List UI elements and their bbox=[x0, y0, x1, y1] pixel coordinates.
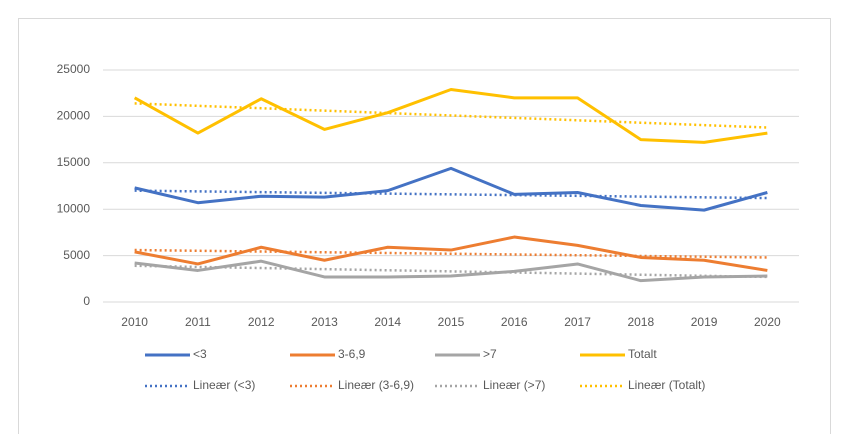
trend-line bbox=[134, 102, 768, 129]
chart-border bbox=[18, 18, 831, 439]
x-tick-label: 2011 bbox=[185, 315, 211, 329]
legend-label: 3-6,9 bbox=[338, 347, 366, 361]
x-tick-label: 2020 bbox=[754, 315, 781, 329]
series-line bbox=[133, 87, 768, 144]
series-line bbox=[134, 235, 768, 272]
x-tick-label: 2013 bbox=[311, 315, 338, 329]
legend-label: >7 bbox=[483, 347, 497, 361]
y-tick-label: 5000 bbox=[63, 248, 90, 262]
x-tick-label: 2017 bbox=[564, 315, 591, 329]
legend-label: Lineær (>7) bbox=[483, 378, 545, 392]
x-tick-label: 2010 bbox=[121, 315, 148, 329]
x-tick-label: 2018 bbox=[627, 315, 654, 329]
legend-label: Totalt bbox=[628, 347, 657, 361]
y-tick-label: 0 bbox=[83, 294, 90, 308]
trend-line bbox=[134, 248, 768, 259]
x-tick-label: 2019 bbox=[691, 315, 718, 329]
y-tick-label: 20000 bbox=[57, 109, 91, 123]
legend-label: <3 bbox=[193, 347, 207, 361]
series-line bbox=[134, 259, 768, 283]
legend-label: Lineær (<3) bbox=[193, 378, 255, 392]
x-tick-label: 2014 bbox=[374, 315, 401, 329]
trend-line bbox=[134, 189, 768, 200]
x-tick-label: 2012 bbox=[248, 315, 275, 329]
legend-label: Lineær (Totalt) bbox=[628, 378, 705, 392]
trend-line bbox=[134, 264, 768, 279]
x-tick-label: 2016 bbox=[501, 315, 528, 329]
y-tick-label: 25000 bbox=[57, 62, 91, 76]
legend-label: Lineær (3-6,9) bbox=[338, 378, 414, 392]
x-tick-label: 2015 bbox=[438, 315, 465, 329]
series-line bbox=[134, 166, 768, 212]
y-tick-label: 10000 bbox=[57, 201, 91, 215]
y-tick-label: 15000 bbox=[57, 155, 91, 169]
